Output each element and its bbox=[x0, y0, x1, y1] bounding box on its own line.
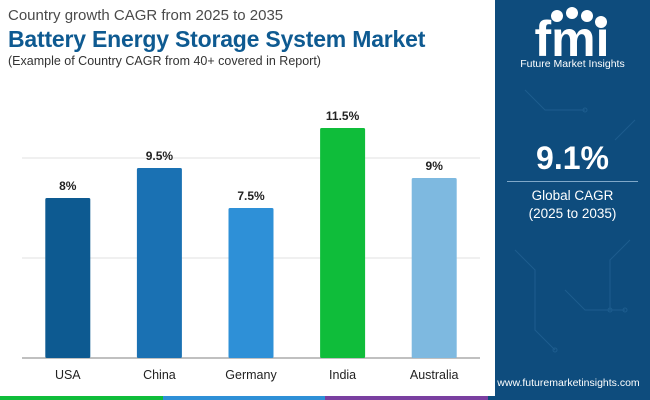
bar-usa bbox=[45, 198, 91, 358]
value-label-germany: 7.5% bbox=[237, 189, 265, 203]
bar-chart: 8% 9.5% 7.5% 11.5% 9% USA China Germany India Au… bbox=[22, 109, 480, 382]
circuit-pattern bbox=[514, 89, 636, 353]
x-tick-india: India bbox=[329, 368, 356, 382]
logo-name: Future Market Insights bbox=[520, 58, 625, 70]
footer-segment bbox=[487, 396, 650, 400]
chart-subtitle: Country growth CAGR from 2025 to 2035 bbox=[8, 7, 284, 24]
value-label-india: 11.5% bbox=[326, 109, 360, 123]
footer-segment bbox=[325, 396, 488, 400]
bars bbox=[45, 128, 457, 358]
website-link[interactable]: www.futuremarketinsights.com bbox=[497, 377, 640, 389]
x-tick-usa: USA bbox=[55, 368, 81, 382]
footer-segment bbox=[0, 396, 163, 400]
fmi-logo: fmi bbox=[535, 7, 610, 67]
logo-bubble-icon bbox=[595, 16, 607, 28]
x-tick-labels: USA China Germany India Australia bbox=[55, 368, 459, 382]
value-labels: 8% 9.5% 7.5% 11.5% 9% bbox=[59, 109, 443, 203]
x-tick-china: China bbox=[143, 368, 176, 382]
global-cagr-period: (2025 to 2035) bbox=[528, 206, 617, 221]
logo-bubble-icon bbox=[551, 10, 563, 22]
chart-note: (Example of Country CAGR from 40+ covere… bbox=[8, 54, 321, 68]
bar-australia bbox=[411, 178, 457, 358]
footer-segment bbox=[162, 396, 325, 400]
logo-bubble-icon bbox=[566, 7, 578, 19]
bar-germany bbox=[228, 208, 274, 358]
logo-bubble-icon bbox=[581, 10, 593, 22]
x-tick-germany: Germany bbox=[225, 368, 277, 382]
sidebar: fmi Future Market Insights 9.1% Global C… bbox=[495, 0, 650, 400]
cagr-divider bbox=[507, 181, 638, 182]
bar-india bbox=[320, 128, 366, 358]
x-tick-australia: Australia bbox=[410, 368, 459, 382]
chart-title: Battery Energy Storage System Market bbox=[8, 26, 426, 52]
global-cagr-value: 9.1% bbox=[536, 140, 609, 176]
value-label-australia: 9% bbox=[426, 159, 444, 173]
chart-header: Country growth CAGR from 2025 to 2035 Ba… bbox=[8, 6, 488, 69]
bar-china bbox=[136, 168, 182, 358]
value-label-china: 9.5% bbox=[146, 149, 174, 163]
value-label-usa: 8% bbox=[59, 179, 77, 193]
global-cagr-label: Global CAGR bbox=[531, 188, 614, 203]
footer-stripe bbox=[0, 396, 650, 400]
